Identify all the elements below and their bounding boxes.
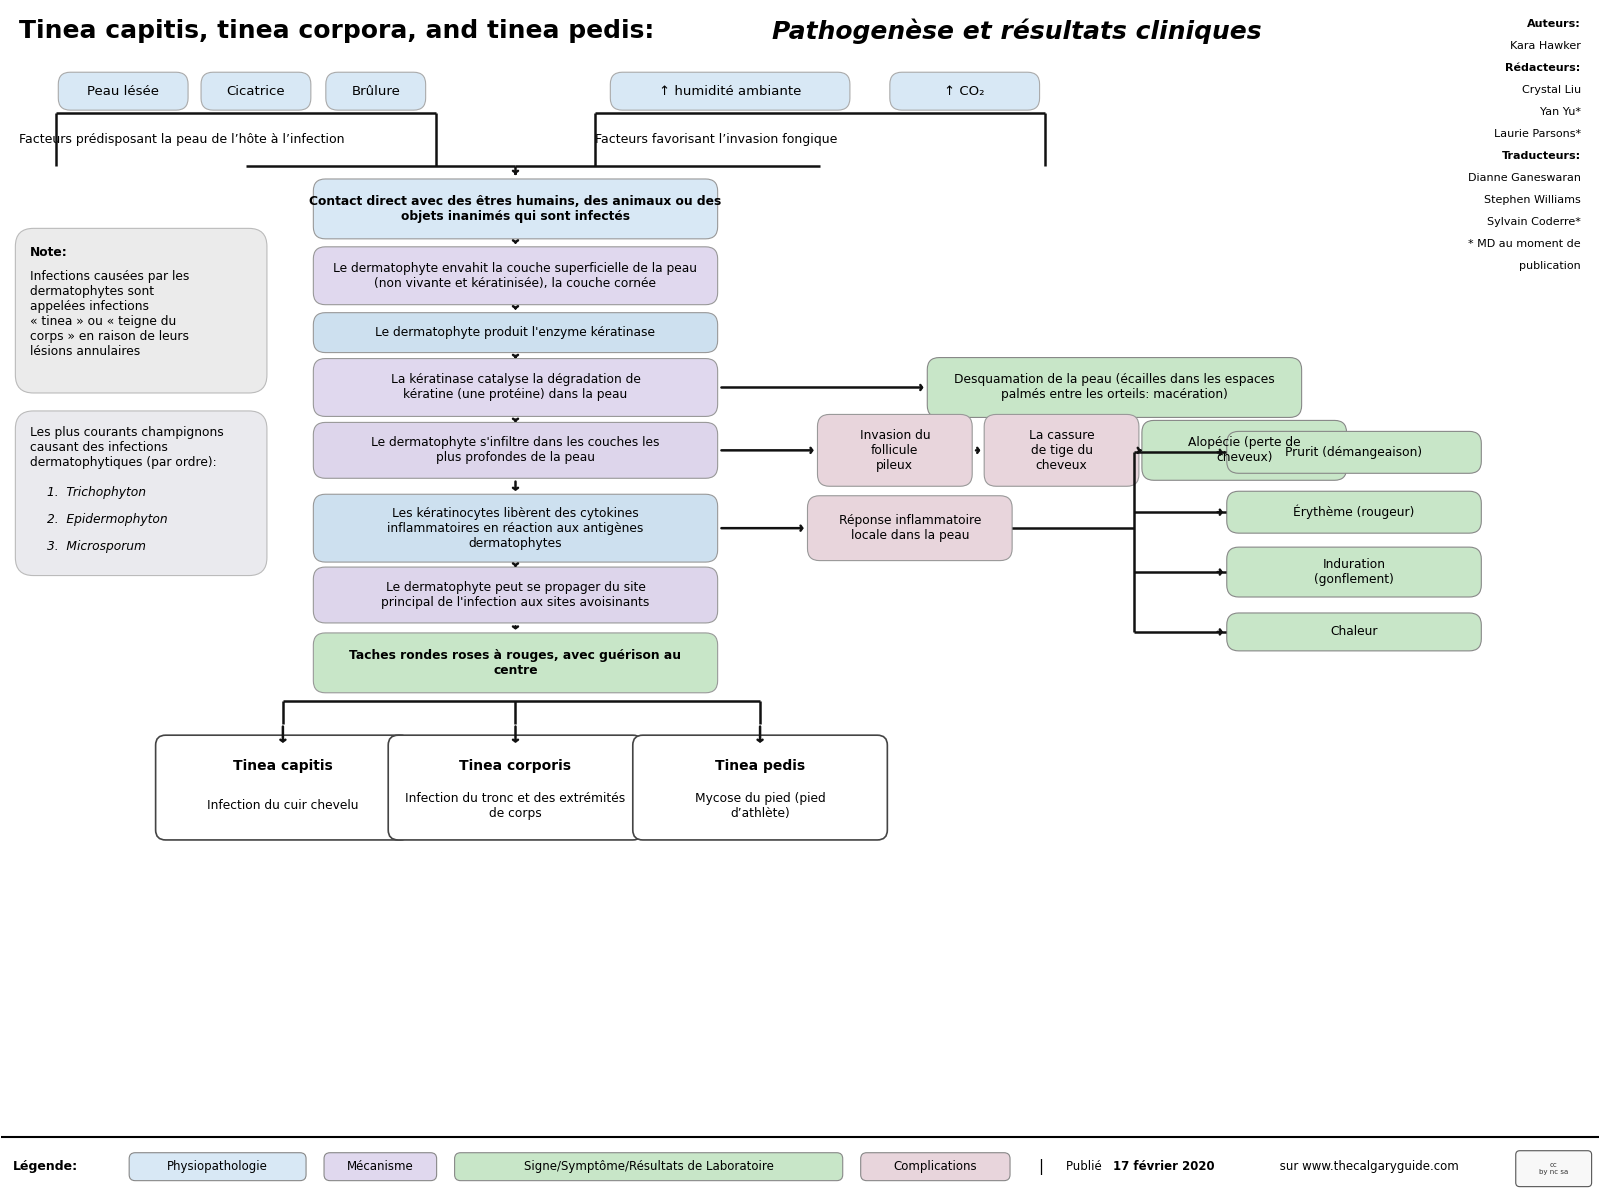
- Text: |: |: [1038, 1159, 1043, 1175]
- Text: Alopécie (perte de
cheveux): Alopécie (perte de cheveux): [1187, 437, 1301, 464]
- FancyBboxPatch shape: [1142, 420, 1347, 480]
- Text: publication: publication: [1518, 260, 1581, 271]
- Text: Invasion du
follicule
pileux: Invasion du follicule pileux: [859, 428, 930, 472]
- Text: Dianne Ganeswaran: Dianne Ganeswaran: [1467, 173, 1581, 182]
- FancyBboxPatch shape: [1227, 613, 1482, 650]
- Text: Réponse inflammatoire
locale dans la peau: Réponse inflammatoire locale dans la pea…: [838, 514, 981, 542]
- Text: Crystal Liu: Crystal Liu: [1522, 85, 1581, 95]
- FancyBboxPatch shape: [326, 72, 426, 110]
- Text: Contact direct avec des êtres humains, des animaux ou des
objets inanimés qui so: Contact direct avec des êtres humains, d…: [309, 194, 722, 223]
- FancyBboxPatch shape: [1227, 491, 1482, 533]
- Text: Infection du tronc et des extrémités
de corps: Infection du tronc et des extrémités de …: [405, 792, 626, 820]
- FancyBboxPatch shape: [16, 228, 267, 392]
- FancyBboxPatch shape: [861, 1153, 1010, 1181]
- Text: La kératinase catalyse la dégradation de
kératine (une protéine) dans la peau: La kératinase catalyse la dégradation de…: [390, 373, 640, 402]
- Text: Les plus courants champignons
causant des infections
dermatophytiques (par ordre: Les plus courants champignons causant de…: [30, 426, 224, 469]
- FancyBboxPatch shape: [202, 72, 310, 110]
- FancyBboxPatch shape: [314, 247, 718, 305]
- Text: Note:: Note:: [30, 246, 69, 259]
- FancyBboxPatch shape: [984, 414, 1139, 486]
- Text: Tinea capitis: Tinea capitis: [234, 758, 333, 773]
- Text: ↑ CO₂: ↑ CO₂: [944, 85, 986, 97]
- Text: 1.  Trichophyton: 1. Trichophyton: [48, 486, 146, 499]
- FancyBboxPatch shape: [454, 1153, 843, 1181]
- Text: Infection du cuir chevelu: Infection du cuir chevelu: [206, 799, 358, 812]
- FancyBboxPatch shape: [58, 72, 189, 110]
- Text: Yan Yu*: Yan Yu*: [1539, 107, 1581, 118]
- Text: Prurit (démangeaison): Prurit (démangeaison): [1285, 446, 1422, 458]
- Text: Laurie Parsons*: Laurie Parsons*: [1493, 130, 1581, 139]
- Text: Stephen Williams: Stephen Williams: [1483, 194, 1581, 205]
- Text: Pathogenèse et résultats cliniques: Pathogenèse et résultats cliniques: [773, 18, 1262, 44]
- FancyBboxPatch shape: [1515, 1151, 1592, 1187]
- Text: Taches rondes roses à rouges, avec guérison au
centre: Taches rondes roses à rouges, avec guéri…: [349, 649, 682, 677]
- Text: 17 février 2020: 17 février 2020: [1114, 1160, 1214, 1174]
- FancyBboxPatch shape: [928, 358, 1302, 418]
- FancyBboxPatch shape: [818, 414, 973, 486]
- Text: Facteurs favorisant l’invasion fongique: Facteurs favorisant l’invasion fongique: [595, 132, 838, 145]
- Text: Mécanisme: Mécanisme: [347, 1160, 414, 1174]
- Text: Publié: Publié: [1066, 1160, 1106, 1174]
- Text: Peau lésée: Peau lésée: [86, 85, 158, 97]
- Text: Physiopathologie: Physiopathologie: [166, 1160, 269, 1174]
- FancyBboxPatch shape: [808, 496, 1013, 560]
- Text: * MD au moment de: * MD au moment de: [1469, 239, 1581, 248]
- Text: Induration
(gonflement): Induration (gonflement): [1314, 558, 1394, 586]
- FancyBboxPatch shape: [1227, 431, 1482, 473]
- Text: cc
by nc sa: cc by nc sa: [1539, 1162, 1568, 1175]
- FancyBboxPatch shape: [314, 632, 718, 692]
- Text: Tinea pedis: Tinea pedis: [715, 758, 805, 773]
- Text: 3.  Microsporum: 3. Microsporum: [48, 540, 146, 553]
- Text: Tinea corporis: Tinea corporis: [459, 758, 571, 773]
- FancyBboxPatch shape: [632, 736, 888, 840]
- Text: sur www.thecalgaryguide.com: sur www.thecalgaryguide.com: [1275, 1160, 1458, 1174]
- Text: Rédacteurs:: Rédacteurs:: [1506, 64, 1581, 73]
- Text: Signe/Symptôme/Résultats de Laboratoire: Signe/Symptôme/Résultats de Laboratoire: [523, 1160, 774, 1174]
- Text: Facteurs prédisposant la peau de l’hôte à l’infection: Facteurs prédisposant la peau de l’hôte …: [19, 132, 346, 145]
- Text: Légende:: Légende:: [13, 1160, 78, 1174]
- Text: Auteurs:: Auteurs:: [1526, 19, 1581, 29]
- Text: Sylvain Coderre*: Sylvain Coderre*: [1486, 217, 1581, 227]
- FancyBboxPatch shape: [130, 1153, 306, 1181]
- Text: Le dermatophyte produit l'enzyme kératinase: Le dermatophyte produit l'enzyme kératin…: [376, 326, 656, 340]
- Text: 2.  Epidermophyton: 2. Epidermophyton: [48, 512, 168, 526]
- Text: Érythème (rougeur): Érythème (rougeur): [1293, 505, 1414, 520]
- Text: Le dermatophyte envahit la couche superficielle de la peau
(non vivante et kérat: Le dermatophyte envahit la couche superf…: [333, 262, 698, 289]
- Text: Chaleur: Chaleur: [1330, 625, 1378, 638]
- FancyBboxPatch shape: [314, 359, 718, 416]
- Text: Le dermatophyte peut se propager du site
principal de l'infection aux sites avoi: Le dermatophyte peut se propager du site…: [381, 581, 650, 610]
- FancyBboxPatch shape: [314, 422, 718, 479]
- Text: Traducteurs:: Traducteurs:: [1501, 151, 1581, 161]
- Text: Tinea capitis, tinea corpora, and tinea pedis:: Tinea capitis, tinea corpora, and tinea …: [19, 19, 664, 43]
- FancyBboxPatch shape: [314, 313, 718, 353]
- Text: Les kératinocytes libèrent des cytokines
inflammatoires en réaction aux antigène: Les kératinocytes libèrent des cytokines…: [387, 506, 643, 550]
- FancyBboxPatch shape: [314, 568, 718, 623]
- FancyBboxPatch shape: [389, 736, 643, 840]
- FancyBboxPatch shape: [155, 736, 410, 840]
- FancyBboxPatch shape: [314, 179, 718, 239]
- FancyBboxPatch shape: [1227, 547, 1482, 598]
- Text: ↑ humidité ambiante: ↑ humidité ambiante: [659, 85, 802, 97]
- Text: Le dermatophyte s'infiltre dans les couches les
plus profondes de la peau: Le dermatophyte s'infiltre dans les couc…: [371, 437, 659, 464]
- Text: Desquamation de la peau (écailles dans les espaces
palmés entre les orteils: mac: Desquamation de la peau (écailles dans l…: [954, 373, 1275, 402]
- Text: Infections causées par les
dermatophytes sont
appelées infections
« tinea » ou «: Infections causées par les dermatophytes…: [30, 270, 190, 359]
- FancyBboxPatch shape: [890, 72, 1040, 110]
- Text: Brûlure: Brûlure: [352, 85, 400, 97]
- FancyBboxPatch shape: [314, 494, 718, 562]
- FancyBboxPatch shape: [325, 1153, 437, 1181]
- FancyBboxPatch shape: [610, 72, 850, 110]
- FancyBboxPatch shape: [16, 410, 267, 576]
- Text: Mycose du pied (pied
d’athlète): Mycose du pied (pied d’athlète): [694, 792, 826, 820]
- Text: Cicatrice: Cicatrice: [227, 85, 285, 97]
- Text: La cassure
de tige du
cheveux: La cassure de tige du cheveux: [1029, 428, 1094, 472]
- Text: Complications: Complications: [893, 1160, 978, 1174]
- Text: Kara Hawker: Kara Hawker: [1510, 41, 1581, 52]
